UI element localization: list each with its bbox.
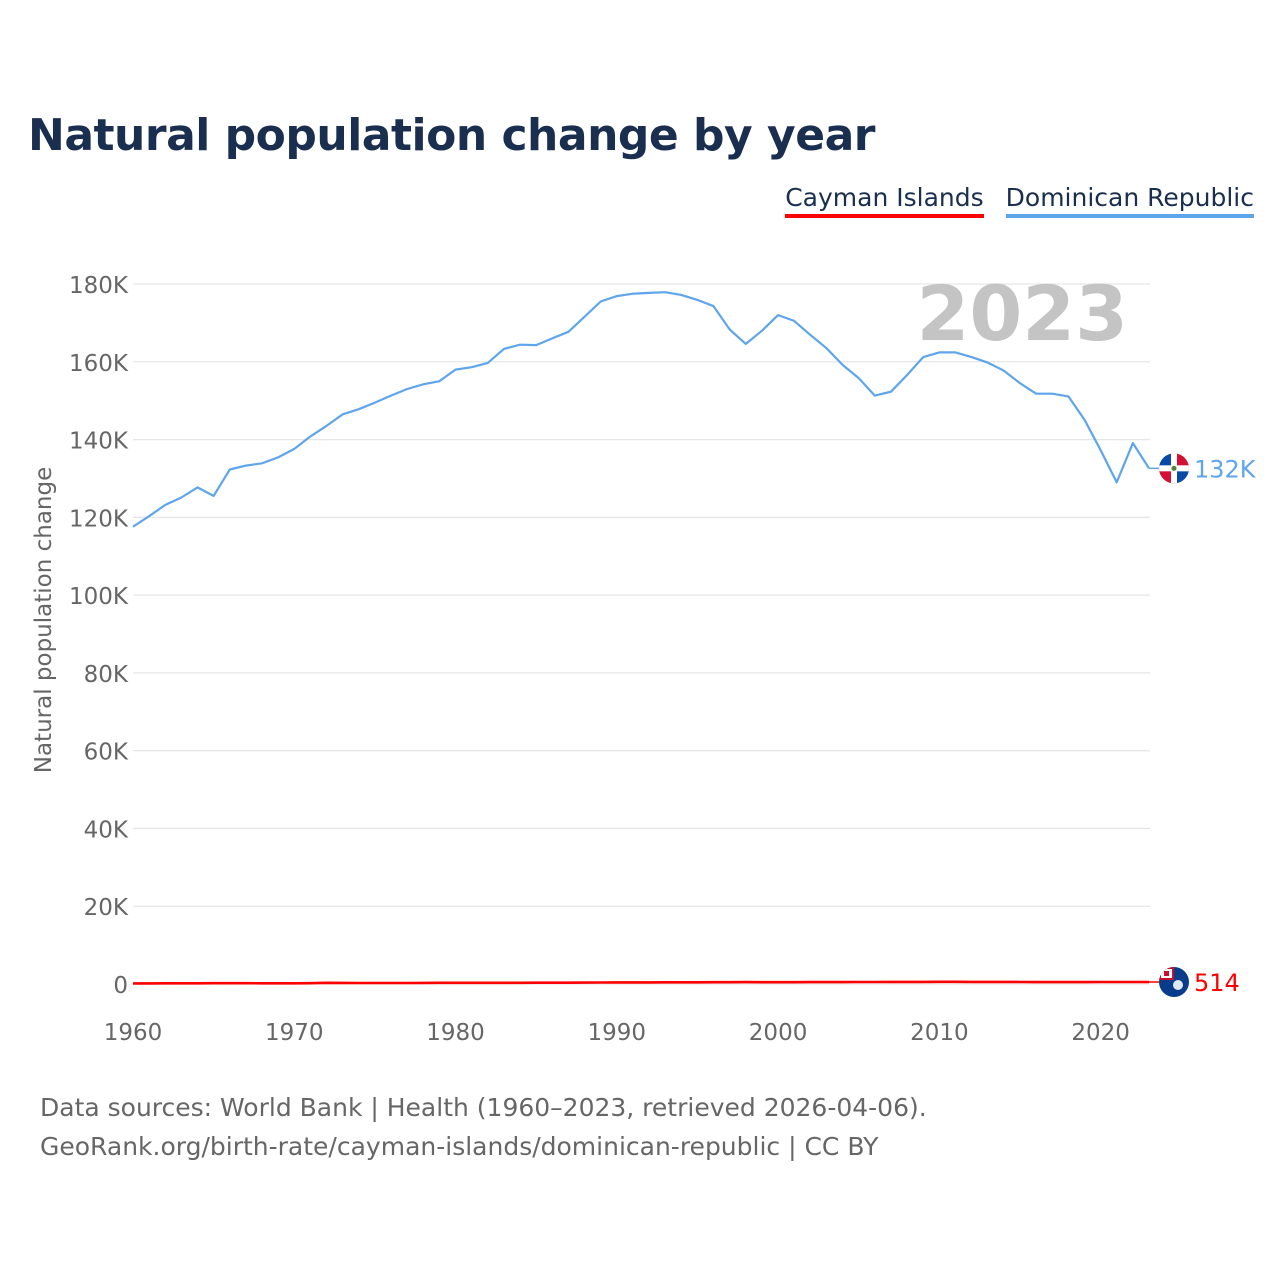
x-tick-label: 1960 <box>104 1020 163 1046</box>
legend: Cayman Islands Dominican Republic <box>785 183 1254 218</box>
y-tick-label: 20K <box>84 895 129 921</box>
y-tick-label: 100K <box>69 584 129 610</box>
y-axis-label: Natural population change <box>31 467 57 774</box>
x-tick-label: 1970 <box>265 1020 324 1046</box>
x-tick-label: 2000 <box>749 1020 808 1046</box>
y-tick-label: 80K <box>84 662 129 688</box>
x-tick-label: 2010 <box>910 1020 969 1046</box>
y-tick-label: 40K <box>84 817 129 843</box>
y-tick-label: 140K <box>69 429 129 455</box>
source-line-1: Data sources: World Bank | Health (1960–… <box>40 1093 927 1122</box>
series-line-cayman-islands <box>133 980 1149 985</box>
y-tick-label: 160K <box>69 351 129 377</box>
cayman-islands-flag-icon <box>1159 967 1189 998</box>
legend-item-dominican-republic[interactable]: Dominican Republic <box>1005 183 1254 218</box>
x-tick-label: 1980 <box>426 1020 485 1046</box>
legend-item-cayman-islands[interactable]: Cayman Islands <box>785 183 984 218</box>
series-line-dominican-republic <box>132 291 1150 528</box>
dominican-republic-flag-icon <box>1159 453 1189 484</box>
x-tick-label: 2020 <box>1071 1020 1130 1046</box>
y-tick-label: 60K <box>84 740 129 766</box>
chart-title: Natural population change by year <box>28 110 875 161</box>
year-watermark: 2023 <box>916 269 1128 358</box>
end-value-label-cayman-islands: 514 <box>1194 969 1240 997</box>
x-tick-label: 1990 <box>588 1020 647 1046</box>
y-tick-label: 180K <box>69 273 129 299</box>
y-tick-label: 120K <box>69 506 129 532</box>
end-value-label-dominican-republic: 132K <box>1194 455 1257 483</box>
y-tick-label: 0 <box>113 973 128 999</box>
source-line-2[interactable]: GeoRank.org/birth-rate/cayman-islands/do… <box>40 1132 879 1161</box>
source-note: Data sources: World Bank | Health (1960–… <box>40 1088 927 1166</box>
